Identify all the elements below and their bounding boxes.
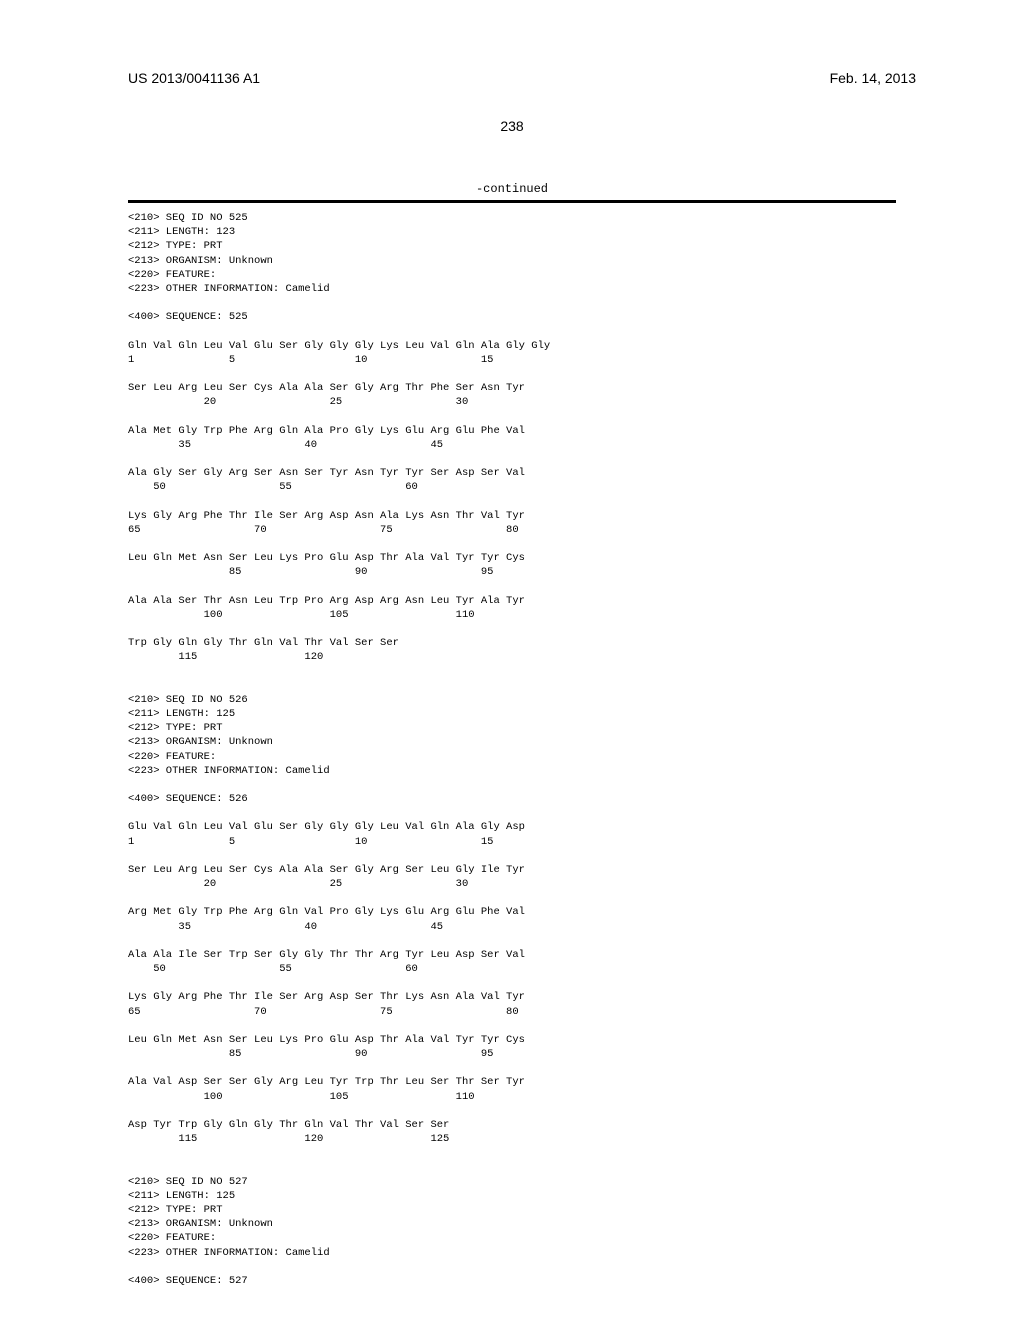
publication-date: Feb. 14, 2013 [830, 70, 916, 86]
sequence-content: <210> SEQ ID NO 525 <211> LENGTH: 123 <2… [0, 203, 1024, 1288]
patent-id: US 2013/0041136 A1 [128, 70, 260, 86]
page-number: 238 [0, 118, 1024, 134]
continued-label: -continued [0, 182, 1024, 196]
page-header: US 2013/0041136 A1 Feb. 14, 2013 [0, 0, 1024, 86]
